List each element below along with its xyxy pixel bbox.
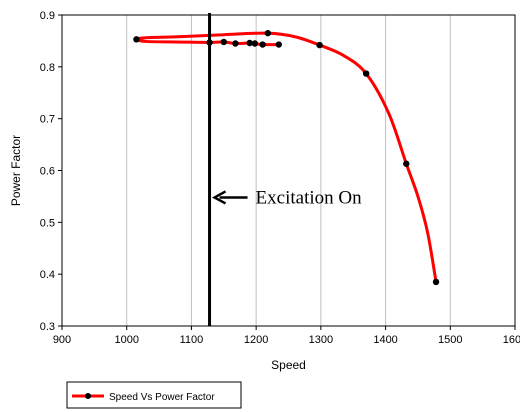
annotation-label: Excitation On <box>256 187 363 208</box>
y-tick-label: 0.3 <box>40 321 55 333</box>
legend-label: Speed Vs Power Factor <box>109 392 215 403</box>
y-tick-label: 0.9 <box>40 10 55 22</box>
data-point <box>220 38 227 46</box>
data-point <box>264 29 271 37</box>
x-tick-label: 1200 <box>244 334 268 346</box>
x-tick-label: 900 <box>53 334 71 346</box>
data-point <box>362 70 370 77</box>
y-tick-label: 0.8 <box>40 62 55 74</box>
data-point <box>259 41 266 48</box>
legend-marker <box>85 393 91 399</box>
legend-box <box>66 381 242 409</box>
annotation-arrow-head <box>211 190 227 205</box>
y-tick-label: 0.7 <box>40 114 55 126</box>
x-tick-label: 1300 <box>309 334 333 346</box>
x-tick-label: 1500 <box>438 334 462 346</box>
plot-area-frame <box>61 14 516 327</box>
data-point <box>246 39 253 47</box>
series-layer <box>133 29 440 286</box>
x-tick-label: 1100 <box>180 334 204 346</box>
x-tick-label: 1400 <box>373 334 397 346</box>
data-point <box>432 278 440 286</box>
data-point <box>251 40 259 47</box>
data-point <box>316 41 323 49</box>
grid-layer <box>126 15 451 326</box>
x-tick-label: 1000 <box>114 334 138 346</box>
series-line <box>134 31 438 284</box>
y-tick-label: 0.4 <box>40 269 55 281</box>
data-point <box>232 40 239 47</box>
y-tick-label: 0.5 <box>40 217 55 229</box>
annotation-layer: Excitation On <box>208 13 363 326</box>
y-tick-label: 0.6 <box>40 166 55 178</box>
data-point <box>403 160 410 167</box>
legend: Speed Vs Power Factor <box>66 381 242 409</box>
data-point <box>275 41 282 48</box>
x-axis-title: Speed <box>271 358 306 372</box>
data-point <box>133 36 140 43</box>
y-axis-title: Power Factor <box>9 135 23 206</box>
